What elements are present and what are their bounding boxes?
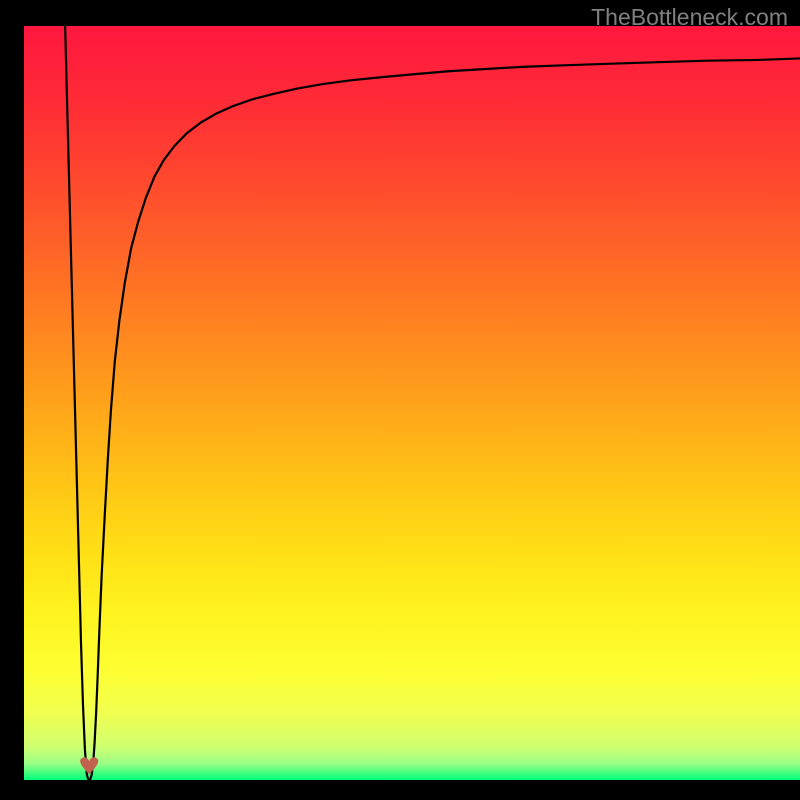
plot-svg: [24, 26, 800, 780]
chart-container: TheBottleneck.com: [0, 0, 800, 800]
plot-background: [24, 26, 800, 780]
